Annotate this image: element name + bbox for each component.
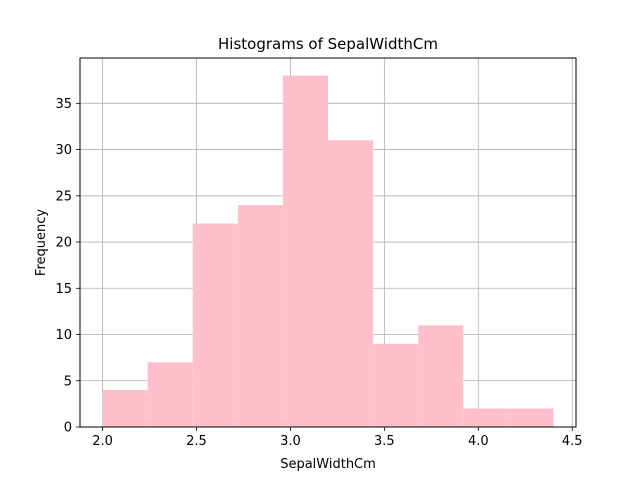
- x-tick-label: 4.0: [468, 434, 489, 449]
- y-tick-label: 20: [55, 236, 72, 251]
- histogram-bar: [282, 75, 328, 428]
- histogram-bar: [328, 140, 374, 427]
- x-tick-label: 4.5: [562, 434, 583, 449]
- y-tick-label: 35: [55, 97, 72, 112]
- y-axis-label: Frequency: [34, 209, 49, 276]
- x-tick-label: 3.0: [280, 434, 301, 449]
- histogram-bar: [147, 362, 193, 427]
- y-tick-label: 15: [55, 282, 72, 297]
- chart-title: Histograms of SepalWidthCm: [218, 35, 438, 53]
- x-axis-ticks: 2.0 2.5 3.0 3.5 4.0 4.5: [92, 427, 583, 449]
- histogram-bar: [463, 408, 509, 427]
- x-tick-label: 3.5: [374, 434, 395, 449]
- histogram-bar: [418, 325, 464, 427]
- x-tick-label: 2.0: [92, 434, 113, 449]
- histogram-bar: [102, 390, 148, 427]
- bars-layer: [102, 75, 554, 428]
- histogram-bar: [508, 408, 554, 427]
- histogram-bar: [237, 205, 283, 427]
- histogram-bar: [373, 343, 419, 427]
- y-tick-label: 0: [64, 421, 72, 436]
- y-axis-ticks: 0 5 10 15 20 25 30 35: [55, 97, 80, 436]
- x-axis-label: SepalWidthCm: [280, 457, 376, 472]
- y-tick-label: 30: [55, 143, 72, 158]
- plot-frame: [79, 57, 577, 428]
- y-tick-label: 25: [55, 189, 72, 204]
- histogram-bar: [192, 223, 238, 427]
- x-tick-label: 2.5: [186, 434, 207, 449]
- y-tick-label: 5: [64, 374, 72, 389]
- y-tick-label: 10: [55, 328, 72, 343]
